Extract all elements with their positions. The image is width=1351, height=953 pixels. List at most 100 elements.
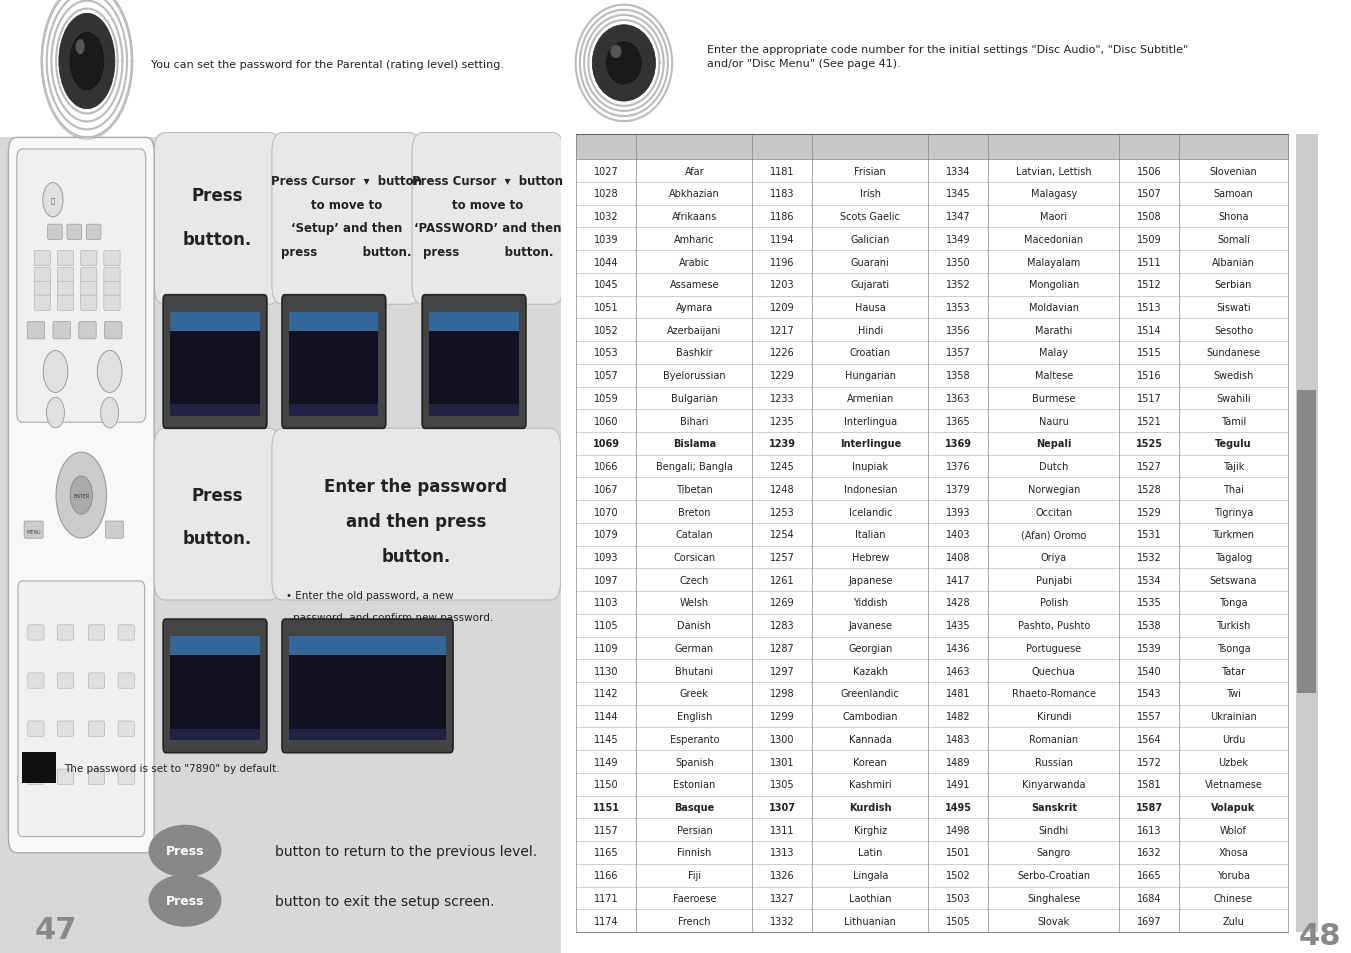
Circle shape: [97, 351, 122, 393]
Text: 1376: 1376: [946, 461, 970, 472]
FancyBboxPatch shape: [34, 282, 50, 297]
Text: 1334: 1334: [946, 167, 970, 176]
FancyBboxPatch shape: [57, 721, 74, 737]
FancyBboxPatch shape: [163, 619, 267, 753]
Text: Tatar: Tatar: [1221, 666, 1246, 676]
Text: 1253: 1253: [770, 507, 794, 517]
Text: Bengali; Bangla: Bengali; Bangla: [657, 461, 732, 472]
Text: 1572: 1572: [1136, 757, 1162, 767]
Text: 1513: 1513: [1138, 303, 1162, 313]
Text: 1257: 1257: [770, 553, 794, 562]
Text: Croatian: Croatian: [850, 348, 890, 358]
Text: Mongolian: Mongolian: [1028, 280, 1079, 290]
Text: 1311: 1311: [770, 825, 794, 835]
Text: 1369: 1369: [944, 439, 971, 449]
Bar: [577, 614, 1288, 637]
Text: Javanese: Javanese: [848, 620, 893, 631]
Text: 1039: 1039: [594, 234, 619, 245]
Text: 1103: 1103: [594, 598, 619, 608]
FancyBboxPatch shape: [105, 521, 123, 538]
FancyBboxPatch shape: [34, 252, 50, 267]
Text: 1436: 1436: [946, 643, 970, 653]
FancyBboxPatch shape: [118, 769, 134, 784]
Text: Scots Gaelic: Scots Gaelic: [840, 212, 900, 222]
Circle shape: [46, 398, 65, 429]
Bar: [170, 313, 259, 332]
Text: Dutch: Dutch: [1039, 461, 1069, 472]
Bar: [1297, 391, 1316, 693]
FancyBboxPatch shape: [81, 269, 97, 284]
Text: Siswati: Siswati: [1216, 303, 1251, 313]
Text: 1543: 1543: [1138, 689, 1162, 699]
Text: 1069: 1069: [593, 439, 620, 449]
FancyBboxPatch shape: [57, 282, 74, 297]
Text: Malagasy: Malagasy: [1031, 189, 1077, 199]
Text: Latin: Latin: [858, 847, 882, 858]
Text: Maltese: Maltese: [1035, 371, 1073, 381]
Text: 1254: 1254: [770, 530, 794, 539]
Text: Icelandic: Icelandic: [848, 507, 892, 517]
Bar: [577, 750, 1288, 773]
Text: Press Cursor  ▾  button: Press Cursor ▾ button: [412, 174, 563, 188]
Bar: [289, 322, 378, 407]
FancyBboxPatch shape: [81, 282, 97, 297]
Text: 1491: 1491: [946, 780, 970, 789]
Text: 1181: 1181: [770, 167, 794, 176]
Bar: [430, 405, 519, 416]
FancyBboxPatch shape: [272, 133, 420, 305]
Text: 1209: 1209: [770, 303, 794, 313]
FancyBboxPatch shape: [272, 429, 561, 600]
Bar: [577, 659, 1288, 682]
Text: 1514: 1514: [1138, 325, 1162, 335]
Text: Tsonga: Tsonga: [1217, 643, 1250, 653]
Text: 1505: 1505: [946, 916, 971, 925]
Text: 1564: 1564: [1138, 734, 1162, 744]
Text: 1353: 1353: [946, 303, 970, 313]
Text: 1057: 1057: [594, 371, 619, 381]
Text: Sindhi: Sindhi: [1039, 825, 1069, 835]
Text: Uzbek: Uzbek: [1219, 757, 1248, 767]
Text: Hebrew: Hebrew: [851, 553, 889, 562]
Text: MENU: MENU: [26, 530, 41, 535]
Text: Maori: Maori: [1040, 212, 1067, 222]
Text: Vietnamese: Vietnamese: [1205, 780, 1262, 789]
FancyBboxPatch shape: [78, 322, 96, 339]
Text: 1130: 1130: [594, 666, 619, 676]
Text: Danish: Danish: [677, 620, 712, 631]
Text: button to exit the setup screen.: button to exit the setup screen.: [274, 894, 494, 907]
Bar: [577, 773, 1288, 796]
Text: Serbian: Serbian: [1215, 280, 1252, 290]
Text: Turkish: Turkish: [1216, 620, 1251, 631]
Text: Setswana: Setswana: [1209, 575, 1258, 585]
Text: 1503: 1503: [946, 893, 970, 903]
Text: 1502: 1502: [946, 870, 971, 881]
Text: Breton: Breton: [678, 507, 711, 517]
Text: press           button.: press button.: [281, 246, 412, 259]
Text: 1079: 1079: [594, 530, 619, 539]
Text: 1300: 1300: [770, 734, 794, 744]
Text: to move to: to move to: [453, 198, 523, 212]
Text: 1157: 1157: [594, 825, 619, 835]
Text: Romanian: Romanian: [1029, 734, 1078, 744]
Bar: [577, 478, 1288, 500]
Text: 1498: 1498: [946, 825, 970, 835]
Text: 1512: 1512: [1138, 280, 1162, 290]
Bar: [577, 705, 1288, 728]
Circle shape: [57, 453, 107, 538]
Text: Georgian: Georgian: [848, 643, 893, 653]
Text: 1665: 1665: [1138, 870, 1162, 881]
Circle shape: [59, 14, 115, 110]
Text: Nauru: Nauru: [1039, 416, 1069, 426]
FancyBboxPatch shape: [88, 769, 104, 784]
Text: Hungarian: Hungarian: [844, 371, 896, 381]
Bar: [577, 251, 1288, 274]
FancyBboxPatch shape: [57, 673, 74, 688]
Text: 1248: 1248: [770, 484, 794, 495]
Text: Malay: Malay: [1039, 348, 1069, 358]
Text: Japanese: Japanese: [848, 575, 893, 585]
Circle shape: [607, 43, 642, 85]
Text: Kannada: Kannada: [848, 734, 892, 744]
FancyBboxPatch shape: [57, 252, 74, 267]
FancyBboxPatch shape: [53, 322, 70, 339]
Text: Latvian, Lettish: Latvian, Lettish: [1016, 167, 1092, 176]
